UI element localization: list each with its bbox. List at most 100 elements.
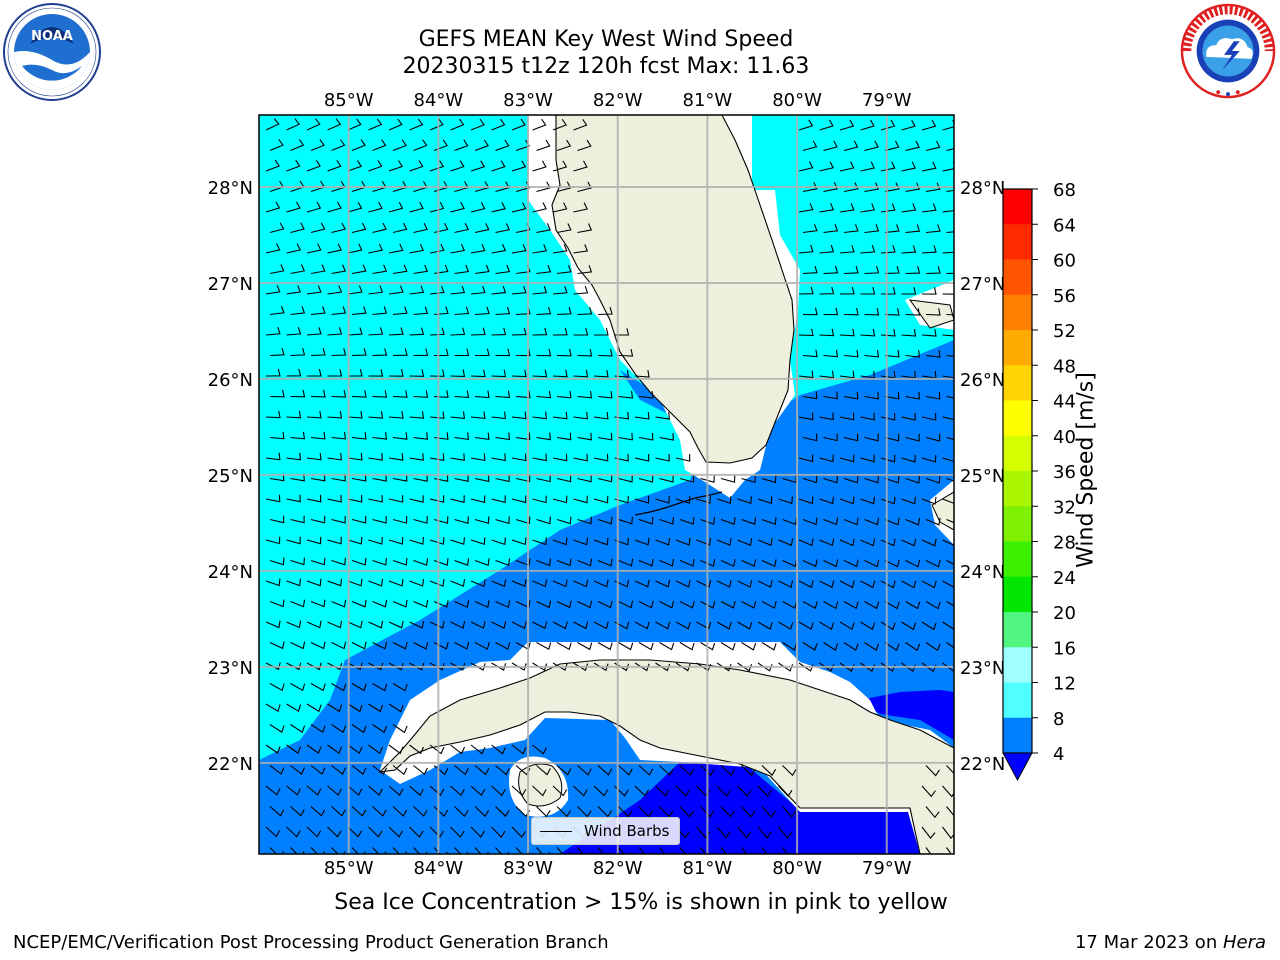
lon-label-top: 83°W [503, 90, 553, 111]
wind-barb [474, 642, 490, 650]
wind-barb [368, 327, 384, 336]
wind-barb [290, 765, 306, 775]
wind-barb [351, 348, 367, 357]
wind-barb [593, 411, 609, 420]
wind-barb [347, 826, 363, 838]
wind-barb [491, 285, 507, 295]
wind-barb [429, 327, 445, 336]
wind-barb [331, 557, 346, 566]
wind-barb [655, 453, 670, 462]
wind-barb [515, 558, 531, 567]
wind-barb [573, 286, 589, 295]
wind-barb [265, 243, 281, 254]
wind-barb [474, 474, 490, 483]
wind-barb [679, 558, 695, 567]
wind-barb [511, 327, 527, 336]
wind-barb [409, 369, 425, 377]
wind-barb [310, 683, 326, 692]
wind-barb [720, 517, 736, 525]
wind-barb [310, 515, 326, 524]
wind-barb [495, 390, 511, 399]
wind-barb [552, 160, 568, 172]
wind-barb [269, 306, 285, 316]
wind-barb [552, 785, 568, 797]
wind-barb [511, 662, 527, 671]
wind-barb [511, 537, 527, 546]
wind-barb [413, 474, 428, 482]
wind-barb [532, 160, 547, 172]
wind-barb [368, 785, 383, 796]
wind-barb [593, 785, 609, 797]
wind-barb [679, 765, 695, 776]
wind-barb [450, 243, 466, 254]
wind-barb [925, 517, 941, 526]
wind-barb [798, 580, 814, 589]
wind-barb [798, 286, 814, 295]
wind-barb [757, 538, 773, 546]
wind-barb [798, 328, 814, 337]
wind-barb [306, 410, 322, 419]
wind-barb [593, 453, 609, 462]
wind-barb [495, 558, 511, 567]
svg-text:NOAA: NOAA [31, 29, 73, 44]
wind-barb [864, 307, 880, 316]
wind-barb [474, 600, 490, 608]
wind-barb [409, 118, 424, 131]
wind-barb [901, 580, 917, 589]
wind-barb [634, 785, 650, 797]
wind-barb [306, 662, 322, 671]
colorbar-segment [1003, 506, 1032, 542]
wind-barb [901, 203, 917, 213]
wind-barb [429, 662, 445, 671]
wind-barb [843, 307, 859, 316]
colorbar-tick-label: 12 [1053, 674, 1076, 695]
wind-barb [577, 181, 592, 193]
wind-barb [860, 286, 876, 295]
wind-barb [511, 621, 527, 630]
wind-barb [413, 641, 429, 650]
colorbar-tick-label: 36 [1053, 462, 1076, 483]
wind-barb [368, 369, 384, 377]
colorbar-segment [1003, 435, 1032, 472]
wind-barb [921, 785, 936, 798]
wind-barb [413, 222, 428, 234]
wind-barb [638, 432, 654, 441]
wind-barb [310, 264, 326, 275]
wind-barb [327, 410, 343, 419]
wind-barb [429, 202, 445, 213]
wind-barb [388, 826, 404, 838]
wind-barb [286, 410, 302, 419]
wind-barb [864, 224, 880, 234]
wind-barb [905, 559, 921, 568]
wind-barb [372, 557, 387, 566]
wind-barb [388, 201, 404, 213]
wind-barb [290, 389, 306, 398]
wind-barb [388, 369, 404, 377]
longitude-labels-bottom: 85°W 84°W 83°W 82°W 81°W 80°W 79°W [324, 858, 912, 879]
wind-barb [450, 826, 465, 838]
wind-barb [802, 307, 818, 316]
wind-barb [573, 662, 589, 672]
wind-barb [306, 201, 322, 213]
wind-barb [306, 703, 322, 713]
wind-barb [327, 243, 342, 254]
wind-barb [864, 266, 880, 275]
wind-barb [392, 599, 408, 608]
wind-barb [351, 139, 366, 152]
wind-barb [860, 538, 876, 547]
wind-barb [679, 600, 695, 609]
wind-barb [351, 683, 367, 692]
wind-barb [884, 433, 900, 442]
wind-barb [511, 744, 527, 755]
wind-barb [429, 537, 445, 545]
wind-barb [839, 328, 855, 337]
wind-barb [290, 683, 306, 692]
wind-barb [552, 411, 568, 420]
wind-barb [429, 243, 445, 254]
wind-barb [843, 182, 859, 193]
wind-barb [331, 806, 346, 817]
lon-label-top: 80°W [772, 90, 822, 111]
wind-barb [901, 496, 917, 505]
wind-barb [351, 390, 367, 398]
wind-barb [659, 474, 674, 483]
